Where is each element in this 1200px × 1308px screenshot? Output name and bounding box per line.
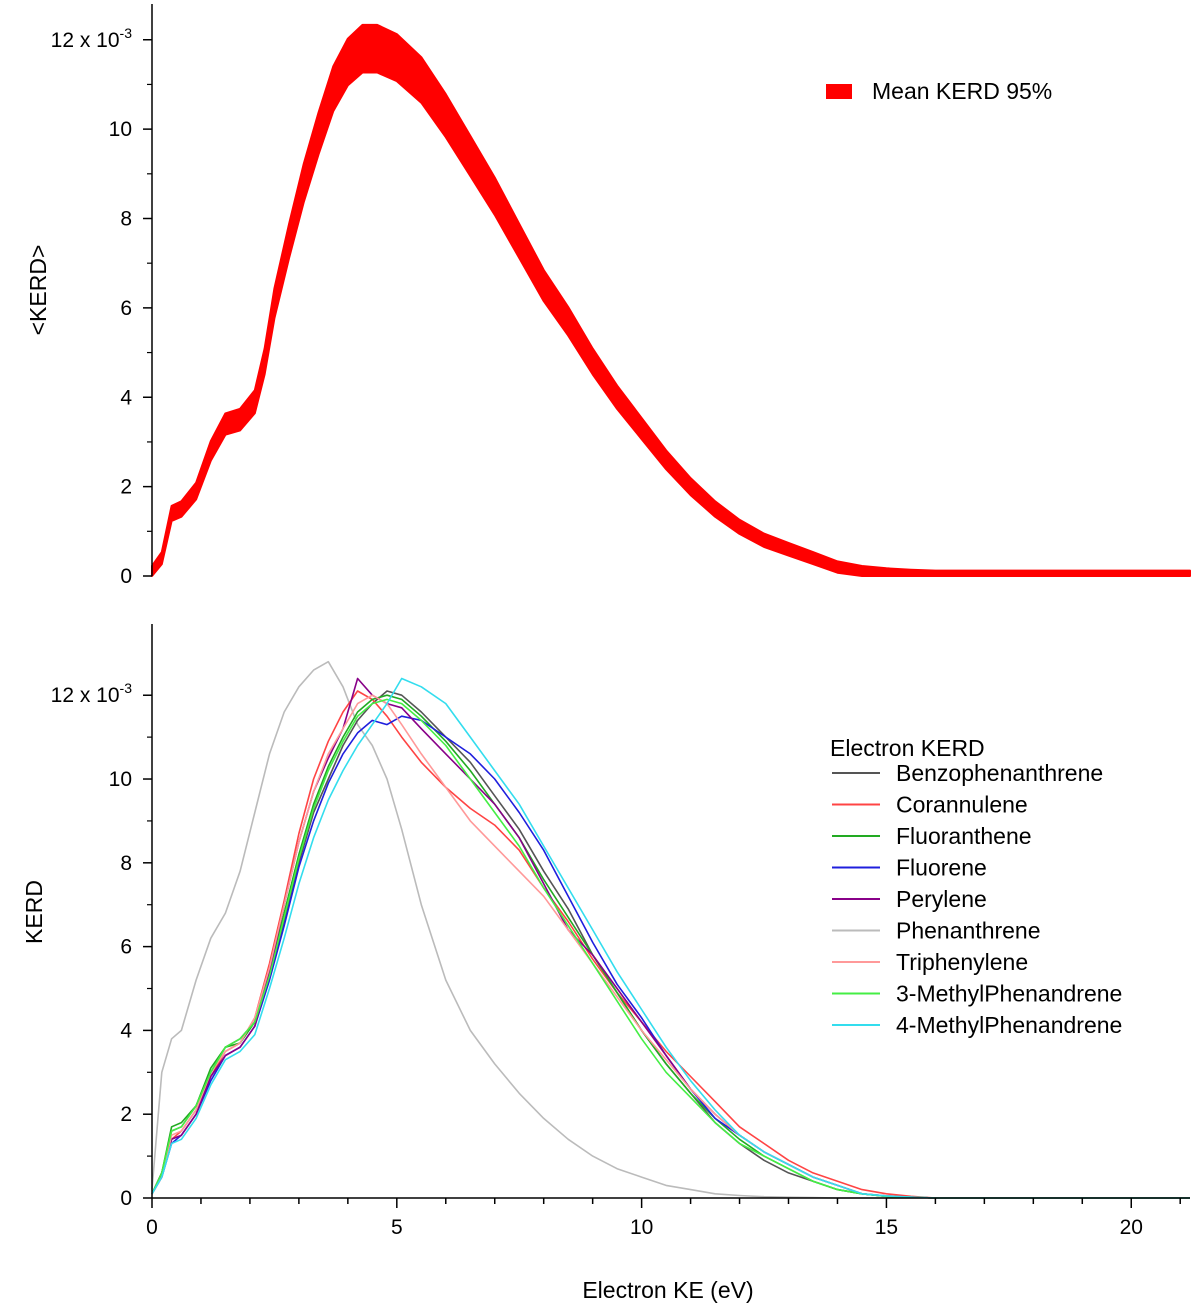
x-tick-label: 0 — [146, 1216, 158, 1239]
top-y-axis-label: <KERD> — [25, 245, 51, 336]
top-y-tick-label: 6 — [120, 297, 132, 320]
legend-label-corannulene: Corannulene — [896, 792, 1028, 818]
top-panel: 0 2 4 6 8 10 12 x 10-3 <KERD> Mean KERD 95% — [25, 4, 1191, 588]
bottom-y-tick-label: 12 x 10-3 — [51, 680, 133, 707]
legend-label-phenanthrene: Phenanthrene — [896, 918, 1041, 944]
series-fluorene — [151, 715, 1190, 1199]
series-3-methylphenandrene — [151, 698, 1190, 1199]
bottom-y-tick-label: 0 — [120, 1187, 132, 1210]
top-y-tick-label: 12 x 10-3 — [51, 25, 133, 52]
top-plot-area — [151, 23, 1191, 577]
x-tick-label: 10 — [630, 1216, 653, 1239]
legend-label-benzophenanthrene: Benzophenanthrene — [896, 760, 1103, 786]
series-mean-kerd-95 — [151, 23, 1191, 577]
top-y-axis: 0 2 4 6 8 10 12 x 10-3 — [51, 4, 153, 588]
top-y-tick-label: 10 — [109, 118, 132, 141]
bottom-y-tick-label: 8 — [120, 852, 132, 875]
bottom-y-tick-label: 4 — [120, 1019, 132, 1042]
x-tick-label: 20 — [1120, 1216, 1143, 1239]
bottom-y-axis-label: KERD — [21, 880, 47, 944]
bottom-y-axis: 0 2 4 6 8 10 12 x 10-3 — [51, 624, 153, 1210]
legend-label-perylene: Perylene — [896, 886, 987, 912]
top-legend: Mean KERD 95% — [826, 78, 1052, 104]
x-tick-label: 15 — [875, 1216, 898, 1239]
x-axis-label: Electron KE (eV) — [582, 1277, 753, 1303]
top-y-tick-label: 0 — [120, 565, 132, 588]
bottom-y-tick-label: 2 — [120, 1103, 132, 1126]
bottom-legend: Electron KERD Benzophenanthrene Corannule… — [830, 735, 1122, 1038]
top-y-tick-label: 2 — [120, 476, 132, 499]
legend-swatch-mean-kerd — [826, 84, 852, 99]
legend-title: Electron KERD — [830, 735, 985, 761]
bottom-x-axis: 0 5 10 15 20 — [146, 1197, 1190, 1239]
top-y-tick-label: 8 — [120, 208, 132, 231]
legend-label-fluorene: Fluorene — [896, 855, 987, 881]
series-4-methylphenandrene — [151, 677, 1190, 1199]
top-y-tick-label: 4 — [120, 386, 132, 409]
bottom-y-tick-label: 6 — [120, 936, 132, 959]
bottom-y-tick-label: 10 — [109, 768, 132, 791]
legend-label-triphenylene: Triphenylene — [896, 949, 1028, 975]
legend-label-mean-kerd: Mean KERD 95% — [872, 78, 1052, 104]
legend-label-3-methylphenandrene: 3-MethylPhenandrene — [896, 981, 1122, 1007]
x-tick-label: 5 — [391, 1216, 403, 1239]
bottom-panel: 0 2 4 6 8 10 12 x 10-3 0 5 10 15 20 KERD Electron … — [21, 624, 1190, 1303]
legend-label-fluoranthene: Fluoranthene — [896, 823, 1032, 849]
legend-label-4-methylphenandrene: 4-MethylPhenandrene — [896, 1012, 1122, 1038]
